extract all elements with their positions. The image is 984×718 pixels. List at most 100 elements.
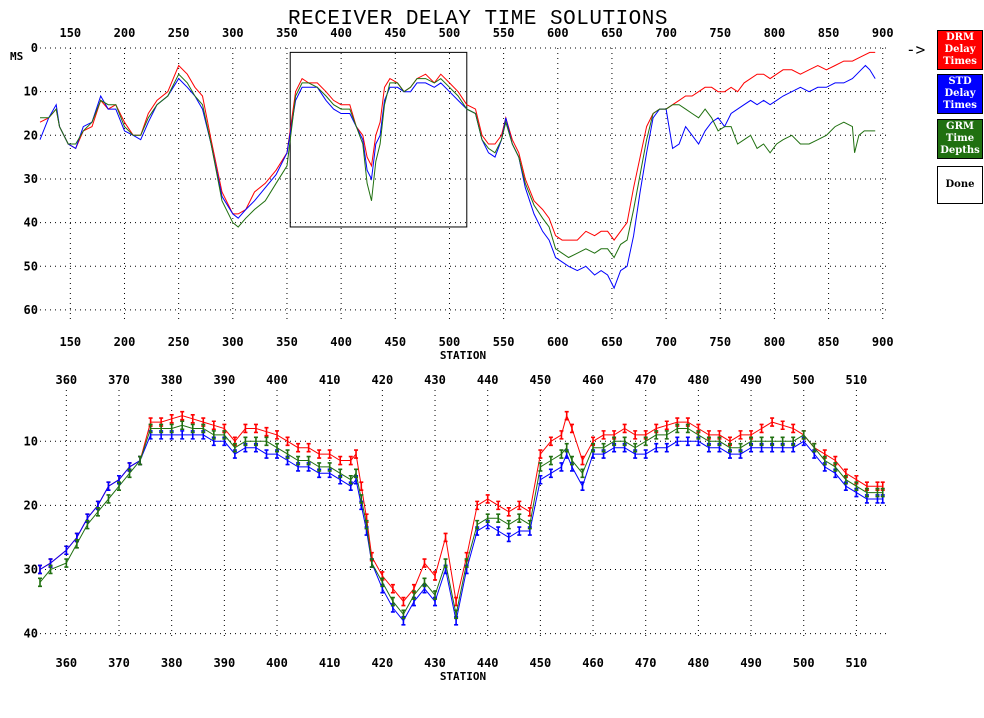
legend-button-std[interactable]: STD Delay Times (937, 74, 983, 114)
series-point-1 (180, 430, 185, 440)
series-point-2 (106, 494, 111, 504)
series-line-2 (39, 424, 883, 616)
series-line-1 (39, 434, 883, 622)
series-point-0 (564, 410, 569, 421)
x-tick-label-top: 750 (709, 26, 731, 40)
x-tick-label-top: 430 (424, 373, 446, 387)
series-point-2 (275, 442, 280, 453)
y-tick-label: 40 (24, 627, 38, 641)
x-tick-label-bottom: 470 (635, 656, 657, 670)
series-point-2 (180, 420, 185, 431)
series-point-2 (401, 609, 406, 620)
series-point-0 (569, 423, 574, 434)
series-point-0 (211, 420, 216, 431)
series-point-2 (85, 519, 90, 530)
x-tick-label-bottom: 500 (793, 656, 815, 670)
x-tick-label-bottom: 300 (222, 335, 244, 349)
series-point-2 (190, 423, 195, 434)
series-point-2 (390, 596, 395, 607)
series-point-2 (864, 487, 869, 498)
series-point-2 (559, 449, 564, 459)
x-tick-label-top: 420 (372, 373, 394, 387)
series-point-2 (253, 436, 258, 447)
series-point-2 (880, 487, 885, 498)
x-tick-label-bottom: 450 (384, 335, 406, 349)
series-point-2 (74, 539, 79, 549)
x-tick-label-top: 490 (740, 373, 762, 387)
series-point-2 (812, 442, 817, 453)
series-line-0 (39, 414, 883, 603)
series-point-2 (348, 474, 353, 485)
x-tick-label-bottom: 480 (688, 656, 710, 670)
series-point-1 (548, 468, 553, 479)
x-tick-label-top: 440 (477, 373, 499, 387)
series-point-2 (117, 481, 122, 491)
series-point-0 (264, 426, 269, 437)
x-tick-label-bottom: 410 (319, 656, 341, 670)
series-point-2 (548, 455, 553, 466)
series-point-2 (643, 436, 648, 447)
x-tick-label-bottom: 430 (424, 656, 446, 670)
x-axis-label: STATION (440, 349, 486, 362)
series-line-0 (39, 51, 876, 241)
x-tick-label-bottom: 510 (846, 656, 868, 670)
series-point-2 (496, 513, 501, 524)
x-tick-label-bottom: 460 (582, 656, 604, 670)
series-point-0 (738, 430, 743, 440)
x-tick-label-bottom: 650 (601, 335, 623, 349)
series-point-0 (622, 423, 627, 434)
series-point-2 (612, 436, 617, 447)
series-point-2 (148, 423, 153, 434)
x-tick-label-bottom: 250 (168, 335, 190, 349)
series-line-1 (39, 64, 876, 290)
x-tick-label-bottom: 380 (161, 656, 183, 670)
x-tick-label-top: 380 (161, 373, 183, 387)
x-tick-label-top: 650 (601, 26, 623, 40)
series-point-1 (506, 532, 511, 543)
x-tick-label-top: 700 (655, 26, 677, 40)
x-tick-label-bottom: 750 (709, 335, 731, 349)
series-point-0 (243, 423, 248, 434)
x-tick-label-bottom: 500 (439, 335, 461, 349)
series-point-2 (780, 436, 785, 447)
series-point-0 (601, 430, 606, 440)
series-point-0 (454, 596, 459, 607)
series-point-0 (517, 500, 522, 511)
x-tick-label-bottom: 900 (872, 335, 894, 349)
legend-button-label: STD (948, 76, 972, 87)
series-point-2 (222, 430, 227, 440)
series-point-2 (95, 506, 100, 517)
overview-chart: 1501502002002502503003003503504004004504… (10, 26, 894, 362)
done-button[interactable]: Done (937, 166, 983, 204)
x-tick-label-top: 900 (872, 26, 894, 40)
series-point-0 (475, 500, 480, 511)
series-point-0 (390, 583, 395, 594)
y-tick-label: 50 (24, 259, 38, 273)
x-tick-label-top: 200 (114, 26, 136, 40)
series-point-2 (138, 455, 143, 466)
series-point-2 (854, 481, 859, 491)
series-point-1 (664, 442, 669, 453)
zoom-chart: 360 360 370 370 380 380 390 390 400 400 410 410 420 4… (24, 373, 888, 683)
legend-button-drm[interactable]: DRM Delay Times (937, 30, 983, 70)
legend-button-grm[interactable]: GRM Time Depths (937, 119, 983, 159)
series-point-2 (364, 519, 369, 530)
series-point-0 (190, 414, 195, 424)
series-point-1 (559, 462, 564, 472)
series-point-2 (454, 609, 459, 620)
series-point-2 (64, 558, 69, 568)
series-point-1 (106, 481, 111, 491)
series-point-0 (180, 410, 185, 421)
series-point-2 (664, 430, 669, 440)
series-point-2 (264, 436, 269, 447)
series-point-0 (580, 455, 585, 466)
selection-arrow: -> (906, 40, 926, 59)
legend-button-label: Depths (940, 145, 980, 156)
series-point-0 (169, 414, 174, 424)
x-tick-label-top: 360 (55, 373, 77, 387)
series-point-2 (296, 455, 301, 466)
series-point-2 (433, 590, 438, 600)
x-tick-label-bottom: 450 (530, 656, 552, 670)
series-point-0 (759, 423, 764, 434)
series-point-0 (422, 558, 427, 568)
